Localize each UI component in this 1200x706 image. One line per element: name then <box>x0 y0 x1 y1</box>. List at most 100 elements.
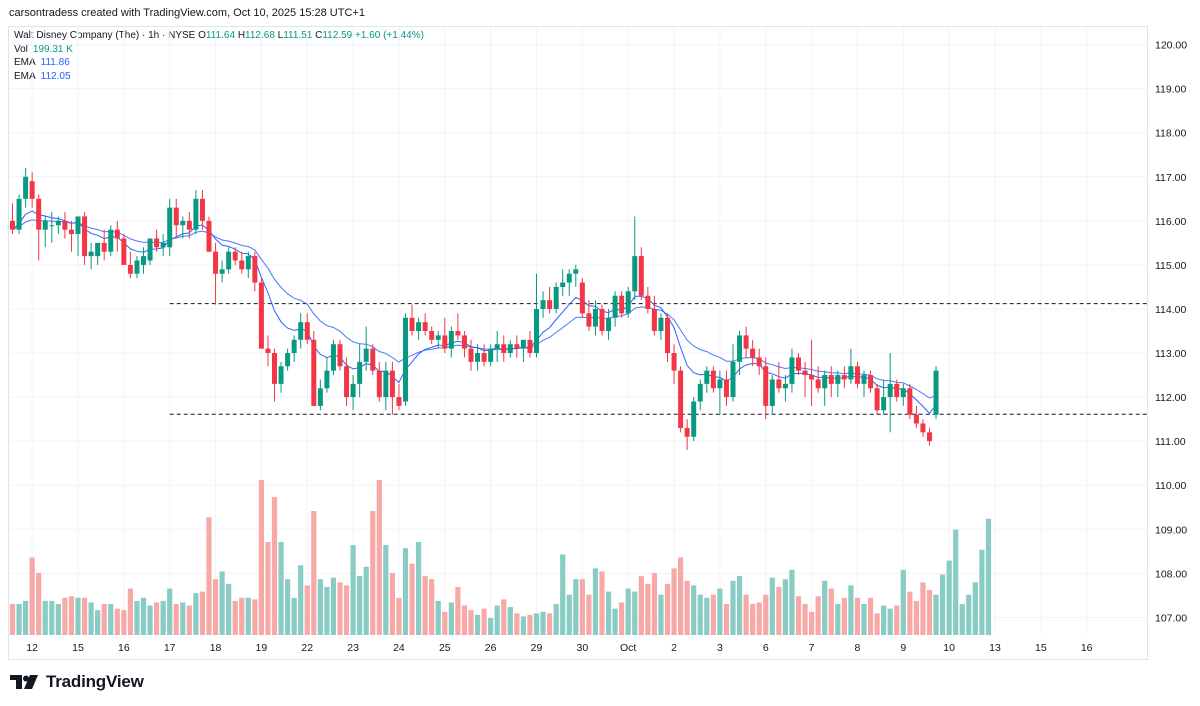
volume-bar <box>638 576 644 635</box>
candle-body <box>920 423 926 433</box>
volume-bar <box>324 586 330 635</box>
x-tick-label: 30 <box>577 642 589 654</box>
candle-body <box>226 251 232 270</box>
volume-bar <box>265 542 271 635</box>
candle-body <box>737 335 743 362</box>
x-tick-label: Oct <box>620 642 636 654</box>
volume-bar <box>913 600 919 635</box>
volume-bar <box>232 600 238 635</box>
candle-body <box>796 357 801 371</box>
symbol-title[interactable]: Walt Disney Company (The) · 1h · NYSE <box>14 30 196 41</box>
candle-body <box>887 383 893 398</box>
volume-bar <box>114 608 120 635</box>
candle-body <box>403 317 408 402</box>
volume-bar <box>402 548 409 635</box>
price-axis[interactable]: 120.00 119.00 118.00 117.00 116.00 115.00 114.… <box>1155 40 1187 625</box>
volume-bar <box>488 617 494 635</box>
candle-body <box>913 414 919 424</box>
volume-value: 199.31 K <box>32 43 73 55</box>
volume-bar <box>815 596 821 635</box>
x-tick-label: 18 <box>210 642 222 654</box>
volume-bar <box>219 571 225 635</box>
volume-bar <box>311 511 317 635</box>
candle-body <box>900 388 906 398</box>
candle-body <box>127 264 133 274</box>
candle-body <box>514 344 520 349</box>
y-tick-label: 117.00 <box>1155 172 1186 184</box>
volume-bar <box>252 599 258 635</box>
volume-bar <box>363 566 369 635</box>
volume-bar <box>651 573 657 635</box>
volume-bar <box>226 583 232 635</box>
volume-bar <box>612 608 618 635</box>
volume-bar <box>553 604 559 635</box>
y-tick-label: 120.00 <box>1155 40 1187 52</box>
candle-body <box>750 348 756 358</box>
x-tick-label: 29 <box>531 642 543 654</box>
volume-bar <box>841 597 847 635</box>
volume-bar <box>455 586 461 635</box>
volume-bar <box>809 611 815 635</box>
volume-bar <box>750 604 756 635</box>
candle-body <box>219 269 225 274</box>
volume-bar <box>416 542 422 635</box>
candle-body <box>534 308 539 354</box>
time-axis[interactable]: 12 15 16 17 18 19 22 23 24 25 26 29 30 Oct 2 3 6 7 8 9 10 13 1… <box>26 642 1092 654</box>
volume-bar <box>789 569 795 635</box>
open-label: O <box>198 30 206 41</box>
volume-bar <box>95 610 101 635</box>
x-tick-label: 22 <box>301 642 313 654</box>
candle-body <box>566 273 572 283</box>
candle-body <box>160 242 166 248</box>
volume-bar <box>160 600 166 635</box>
candle-body <box>520 339 526 349</box>
candle-body <box>258 282 264 349</box>
volume-bar <box>167 588 173 635</box>
candle-body <box>16 198 22 230</box>
x-tick-label: 8 <box>855 642 861 654</box>
volume-bar <box>383 545 389 635</box>
candle-body <box>841 375 847 380</box>
candle-body <box>435 335 441 340</box>
volume-bar <box>848 585 854 635</box>
candle-body <box>304 322 310 340</box>
tradingview-logo[interactable]: TradingView <box>10 672 144 692</box>
volume-bar <box>193 593 199 635</box>
x-tick-label: 15 <box>72 642 84 654</box>
volume-bar <box>186 605 192 635</box>
candle-body <box>389 370 395 398</box>
volume-bar <box>907 591 913 635</box>
volume-bar <box>376 480 382 635</box>
legend-symbol-row: Walt Disney Company (The) · 1h · NYSE O1… <box>14 29 424 43</box>
legend-ema1-row[interactable]: EMA 111.86 <box>14 56 424 70</box>
legend-volume-row[interactable]: Vol 199.31 K <box>14 43 424 57</box>
candle-body <box>868 375 874 389</box>
candle-body <box>350 383 356 398</box>
candle-body <box>317 388 323 406</box>
volume-bar <box>461 605 468 635</box>
y-tick-label: 116.00 <box>1155 216 1186 228</box>
volume-bar <box>507 607 513 635</box>
y-tick-label: 114.00 <box>1155 304 1186 316</box>
ema2-label: EMA <box>14 70 36 82</box>
volume-bar <box>140 597 147 635</box>
volume-bar <box>481 608 487 635</box>
y-tick-label: 111.00 <box>1155 436 1186 448</box>
horizontal-levels[interactable] <box>169 303 1148 415</box>
volume-bar <box>429 579 435 635</box>
candle-body <box>586 313 592 327</box>
volume-bar <box>874 613 880 635</box>
volume-bar <box>592 568 599 635</box>
x-tick-label: 2 <box>671 642 677 654</box>
volume-label: Vol <box>14 43 28 55</box>
volume-bar <box>212 579 219 635</box>
candle-body <box>409 317 415 331</box>
volume-bar <box>520 616 526 635</box>
candle-body <box>494 344 500 349</box>
candle-body <box>507 344 513 354</box>
volume-bar <box>632 591 638 635</box>
candle-body <box>553 286 559 309</box>
candle-body <box>173 207 179 226</box>
legend-ema2-row[interactable]: EMA 112.05 <box>14 70 424 84</box>
